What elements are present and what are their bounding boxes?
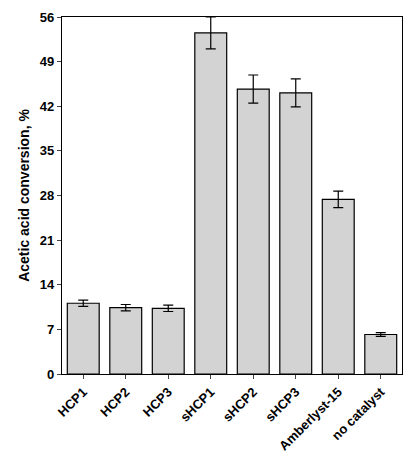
svg-text:28: 28 [40, 188, 54, 203]
svg-text:21: 21 [40, 233, 54, 248]
svg-text:0: 0 [47, 367, 54, 382]
svg-text:42: 42 [40, 99, 54, 114]
svg-text:sHCP2: sHCP2 [220, 384, 260, 424]
svg-text:14: 14 [40, 277, 55, 292]
svg-text:sHCP3: sHCP3 [262, 384, 302, 424]
svg-text:Amberlyst-15: Amberlyst-15 [276, 384, 345, 453]
svg-text:HCP3: HCP3 [140, 384, 175, 419]
svg-text:sHCP1: sHCP1 [177, 384, 217, 424]
svg-text:7: 7 [47, 322, 54, 337]
svg-text:no catalyst: no catalyst [329, 384, 388, 443]
svg-text:49: 49 [40, 54, 54, 69]
svg-text:HCP2: HCP2 [97, 384, 132, 419]
svg-text:35: 35 [40, 143, 54, 158]
svg-text:HCP1: HCP1 [55, 384, 90, 419]
svg-text:56: 56 [40, 10, 54, 25]
svg-text:Acetic acid conversion, %: Acetic acid conversion, % [16, 109, 32, 282]
